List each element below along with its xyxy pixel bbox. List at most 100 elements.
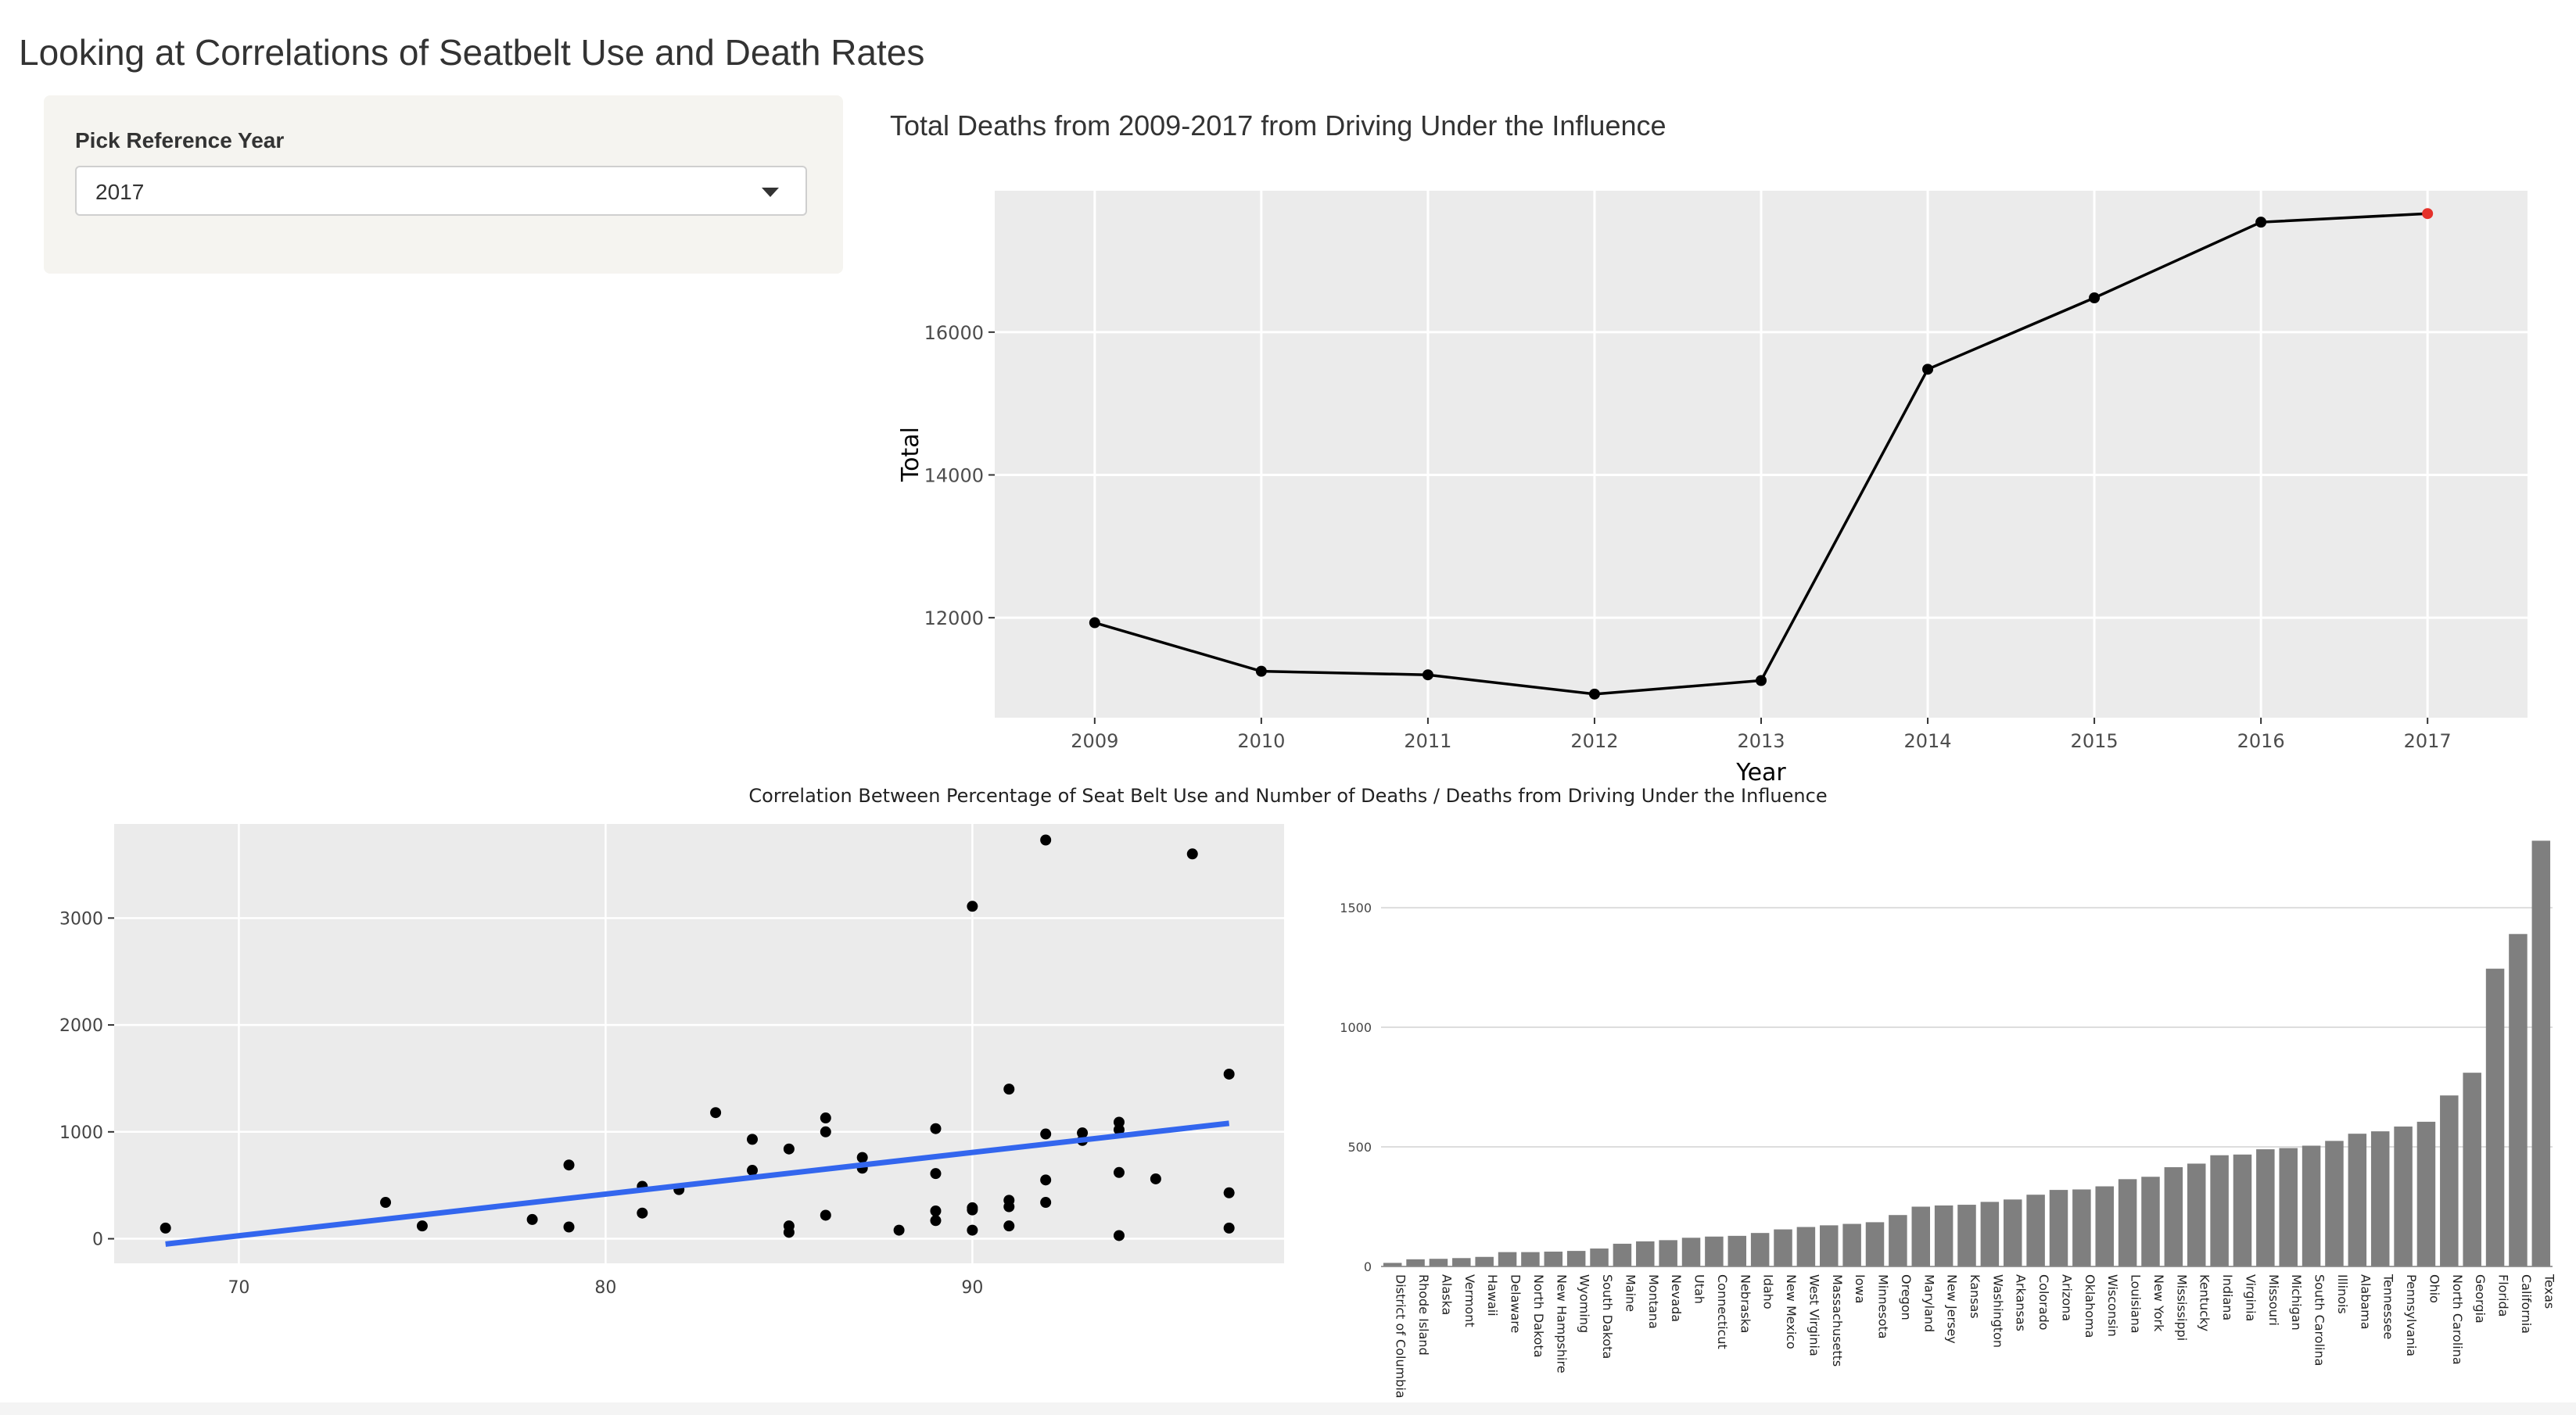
bar bbox=[1406, 1259, 1425, 1266]
bar-category-label: Mississippi bbox=[2174, 1274, 2189, 1341]
bar bbox=[1889, 1215, 1907, 1266]
scatter-point bbox=[1040, 1128, 1052, 1140]
year-select[interactable]: 2017 bbox=[75, 166, 807, 216]
bar bbox=[2164, 1167, 2183, 1266]
scatter-point bbox=[856, 1152, 868, 1163]
y-tick-label: 3000 bbox=[59, 909, 103, 929]
x-tick-label: 90 bbox=[961, 1278, 983, 1298]
x-axis-label: Year bbox=[1735, 759, 1786, 786]
bar-category-label: New Mexico bbox=[1784, 1274, 1799, 1349]
bar-category-label: West Virginia bbox=[1806, 1274, 1821, 1356]
bar-category-label: Texas bbox=[2542, 1274, 2556, 1309]
scatter-point bbox=[930, 1215, 942, 1227]
x-tick-label: 2012 bbox=[1570, 730, 1618, 752]
bar-category-label: New Jersey bbox=[1945, 1274, 1960, 1344]
scatter-point bbox=[930, 1123, 942, 1134]
data-point bbox=[1089, 617, 1100, 629]
bar-category-label: Alabama bbox=[2358, 1274, 2373, 1330]
scatter-point bbox=[1040, 834, 1052, 846]
bar-category-label: South Dakota bbox=[1600, 1274, 1615, 1359]
bar bbox=[1636, 1241, 1655, 1266]
bar-category-label: Iowa bbox=[1853, 1274, 1867, 1303]
bar-category-label: Pennsylvania bbox=[2404, 1274, 2419, 1356]
bar-category-label: Arkansas bbox=[2014, 1274, 2029, 1331]
scatter-chart-title: Correlation Between Percentage of Seat B… bbox=[748, 785, 1828, 807]
scatter-point bbox=[1040, 1197, 1052, 1209]
scatter-point bbox=[783, 1227, 795, 1238]
bar-category-label: Idaho bbox=[1761, 1274, 1776, 1309]
scatter-point bbox=[820, 1126, 831, 1137]
bar bbox=[1957, 1205, 1976, 1266]
y-tick-label: 16000 bbox=[924, 322, 984, 344]
scatter-point bbox=[967, 901, 978, 912]
bar-category-label: Hawaii bbox=[1485, 1274, 1500, 1316]
data-point bbox=[1756, 675, 1767, 686]
scatter-point bbox=[1040, 1174, 1052, 1186]
bar-category-label: Illinois bbox=[2335, 1274, 2350, 1314]
bar-category-label: Connecticut bbox=[1715, 1274, 1730, 1349]
bar bbox=[1727, 1235, 1747, 1266]
line-chart-title: Total Deaths from 2009-2017 from Driving… bbox=[890, 109, 1667, 142]
bar bbox=[2485, 969, 2505, 1266]
bar bbox=[1750, 1233, 1770, 1266]
bar bbox=[1544, 1252, 1563, 1266]
scatter-point bbox=[1003, 1084, 1015, 1095]
bar bbox=[1842, 1223, 1861, 1266]
scatter-point bbox=[380, 1197, 392, 1209]
y-tick-label: 0 bbox=[92, 1231, 103, 1250]
bar-category-label: Montana bbox=[1646, 1274, 1661, 1329]
data-point bbox=[1922, 364, 1934, 375]
footer-strip bbox=[0, 1402, 2576, 1415]
bar bbox=[1566, 1251, 1586, 1266]
bar-category-label: Missouri bbox=[2266, 1274, 2281, 1326]
bar bbox=[2531, 840, 2551, 1266]
bar bbox=[1429, 1259, 1448, 1266]
bar bbox=[1590, 1248, 1609, 1266]
bar-category-label: Washington bbox=[1990, 1274, 2005, 1348]
scatter-point bbox=[526, 1213, 538, 1225]
y-axis-label: Total bbox=[897, 427, 924, 482]
bar-category-label: Vermont bbox=[1462, 1274, 1477, 1327]
bar-category-label: Ohio bbox=[2427, 1274, 2441, 1303]
caret-down-icon[interactable] bbox=[762, 188, 779, 197]
year-select-label: Pick Reference Year bbox=[75, 128, 285, 152]
bar-category-label: Arizona bbox=[2059, 1274, 2074, 1321]
bar bbox=[2072, 1189, 2091, 1266]
bar-category-label: Massachusetts bbox=[1830, 1274, 1845, 1367]
scatter-point bbox=[783, 1143, 795, 1155]
bar bbox=[2233, 1154, 2252, 1266]
bar bbox=[2279, 1148, 2298, 1266]
bar bbox=[2256, 1149, 2275, 1266]
bar bbox=[1681, 1238, 1701, 1266]
bar-category-label: Kansas bbox=[1968, 1274, 1982, 1319]
data-point bbox=[1422, 669, 1433, 681]
x-tick-label: 2014 bbox=[1904, 730, 1952, 752]
bar-category-label: Maine bbox=[1623, 1274, 1638, 1312]
x-tick-label: 2016 bbox=[2237, 730, 2285, 752]
bar-category-label: North Carolina bbox=[2450, 1274, 2465, 1365]
bar bbox=[1452, 1258, 1471, 1266]
bar-category-label: Nevada bbox=[1669, 1274, 1684, 1322]
scatter-point bbox=[563, 1221, 575, 1233]
bar-category-label: Georgia bbox=[2473, 1274, 2488, 1324]
bar bbox=[1705, 1236, 1724, 1266]
bar bbox=[1613, 1243, 1632, 1266]
sidebar-panel: Pick Reference Year 2017 bbox=[44, 95, 843, 274]
bar bbox=[2003, 1199, 2022, 1266]
scatter-point bbox=[1186, 848, 1198, 860]
bar bbox=[1796, 1227, 1816, 1266]
scatter-point bbox=[930, 1205, 942, 1216]
bar bbox=[1475, 1256, 1494, 1266]
bar-category-label: Virginia bbox=[2243, 1274, 2258, 1321]
x-tick-label: 70 bbox=[228, 1278, 249, 1298]
bar bbox=[2049, 1190, 2068, 1266]
scatter-point bbox=[1223, 1222, 1235, 1234]
scatter-point bbox=[930, 1168, 942, 1180]
scatter-point bbox=[1113, 1116, 1125, 1128]
bar bbox=[2187, 1163, 2206, 1266]
bar-category-label: South Carolina bbox=[2312, 1274, 2327, 1366]
bar-category-label: New York bbox=[2151, 1274, 2166, 1332]
scatter-point bbox=[710, 1107, 722, 1119]
